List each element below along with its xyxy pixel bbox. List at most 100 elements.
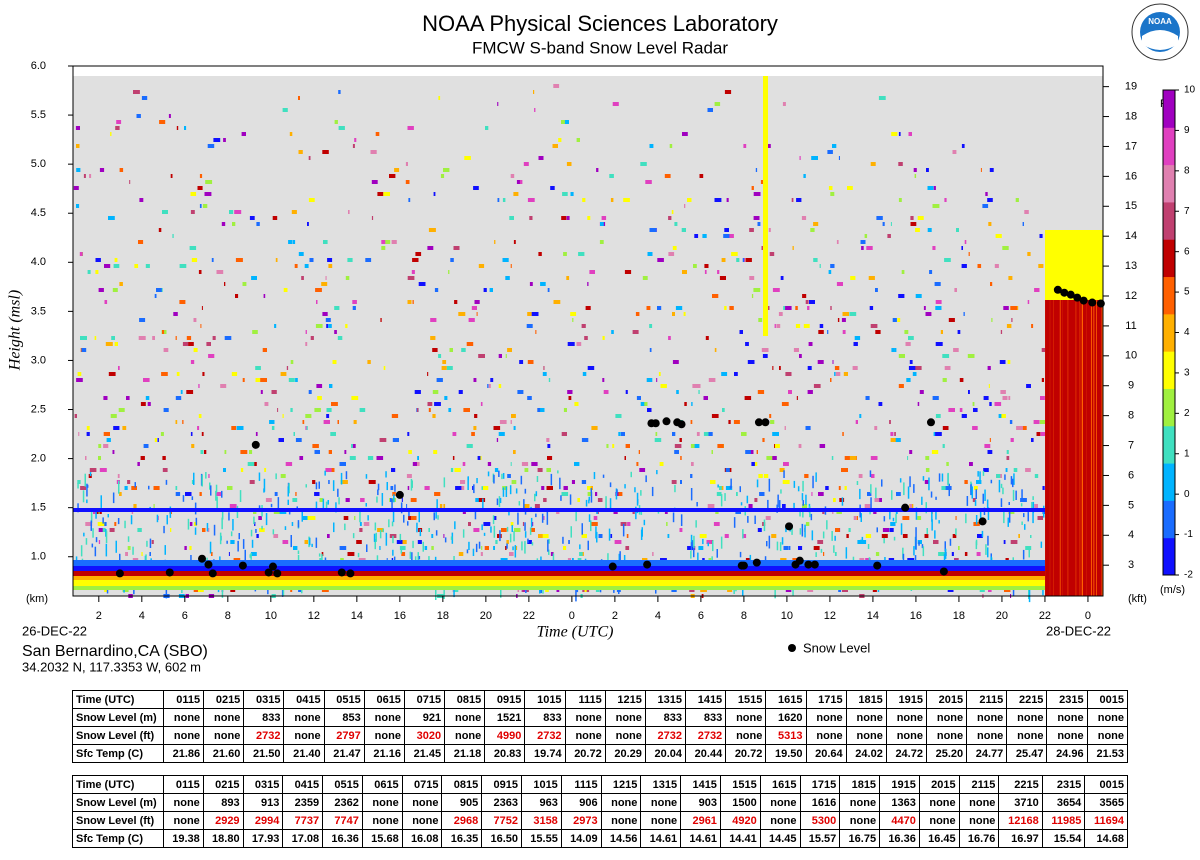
radar-echo xyxy=(197,426,200,430)
radar-echo xyxy=(471,432,475,436)
radar-echo xyxy=(443,477,446,488)
y2-tick-label: 3 xyxy=(1128,559,1134,571)
radar-echo xyxy=(751,462,756,466)
radar-echo xyxy=(444,396,448,400)
radar-echo xyxy=(1006,456,1010,460)
radar-echo xyxy=(647,252,653,256)
radar-echo xyxy=(619,551,621,561)
table-cell: none xyxy=(283,726,325,745)
radar-echo xyxy=(763,76,768,336)
radar-echo xyxy=(290,535,292,548)
radar-echo xyxy=(84,473,86,487)
radar-echo xyxy=(1005,468,1008,472)
radar-echo xyxy=(412,540,414,549)
radar-echo xyxy=(907,486,910,499)
radar-echo xyxy=(739,486,741,493)
radar-echo xyxy=(216,270,224,274)
radar-echo xyxy=(162,468,168,472)
radar-echo xyxy=(1034,288,1040,292)
snow-level-point xyxy=(651,419,660,428)
radar-echo xyxy=(674,444,682,448)
radar-echo xyxy=(982,493,984,504)
radar-echo xyxy=(103,444,109,448)
radar-echo xyxy=(506,543,508,549)
radar-echo xyxy=(864,234,868,238)
radar-echo xyxy=(496,498,499,506)
radar-echo xyxy=(987,198,993,202)
radar-echo xyxy=(807,390,813,394)
radar-band xyxy=(73,580,1045,586)
radar-echo xyxy=(477,456,481,460)
radar-echo xyxy=(974,486,978,490)
radar-echo xyxy=(574,462,580,466)
radar-echo xyxy=(803,174,806,178)
radar-echo xyxy=(325,318,331,322)
table-cell: 14.09 xyxy=(560,829,602,848)
legend-label: Snow Level xyxy=(803,640,870,655)
radar-echo xyxy=(263,488,265,493)
radar-echo xyxy=(756,450,758,454)
radar-echo xyxy=(540,556,542,564)
radar-echo xyxy=(235,258,243,262)
radar-echo xyxy=(674,484,676,493)
radar-echo xyxy=(439,504,443,508)
radar-echo xyxy=(102,522,107,526)
radar-echo xyxy=(1086,300,1089,596)
radar-echo xyxy=(153,486,160,490)
radar-echo xyxy=(657,258,664,262)
radar-echo xyxy=(834,552,837,556)
table-cell: 853 xyxy=(323,708,365,727)
table-cell: 833 xyxy=(524,708,566,727)
radar-echo xyxy=(359,408,366,412)
radar-echo xyxy=(208,474,210,478)
radar-echo xyxy=(768,228,771,232)
radar-echo xyxy=(305,330,307,334)
radar-echo xyxy=(399,546,406,550)
radar-echo xyxy=(561,216,567,220)
radar-echo xyxy=(766,456,773,460)
radar-echo xyxy=(1012,478,1014,488)
radar-echo xyxy=(722,408,725,412)
radar-echo xyxy=(86,483,88,497)
radar-echo xyxy=(856,481,859,485)
radar-echo xyxy=(859,488,861,500)
table-cell: 2115 xyxy=(958,775,1000,794)
y-tick-label: 5.0 xyxy=(31,158,46,170)
radar-echo xyxy=(165,479,168,485)
radar-echo xyxy=(337,336,343,340)
radar-echo xyxy=(680,456,682,460)
radar-echo xyxy=(697,552,699,562)
table-cell: 4990 xyxy=(484,726,526,745)
table-cell: 0615 xyxy=(363,690,405,709)
table-cell: 2961 xyxy=(680,811,721,830)
radar-echo xyxy=(143,444,149,448)
radar-echo xyxy=(1002,487,1004,495)
snow-level-point xyxy=(1096,299,1105,308)
snow-level-point xyxy=(761,418,770,427)
radar-echo xyxy=(1098,300,1100,596)
y-tick-label: 2.5 xyxy=(31,403,46,415)
radar-echo xyxy=(805,300,809,304)
radar-echo xyxy=(87,270,91,274)
radar-echo xyxy=(328,324,332,328)
radar-echo xyxy=(788,546,791,550)
radar-echo xyxy=(717,270,720,274)
radar-echo xyxy=(903,482,905,496)
radar-echo xyxy=(879,498,882,502)
radar-echo xyxy=(191,258,198,262)
radar-echo xyxy=(833,545,835,553)
radar-echo xyxy=(1071,300,1073,596)
radar-echo xyxy=(86,432,90,436)
plot-frame xyxy=(72,65,1104,597)
radar-echo xyxy=(910,222,917,226)
radar-echo xyxy=(424,546,428,550)
radar-echo xyxy=(185,492,192,496)
radar-echo xyxy=(792,246,794,250)
radar-echo xyxy=(240,468,244,472)
radar-echo xyxy=(89,468,97,472)
radar-echo xyxy=(655,432,658,436)
radar-echo xyxy=(609,498,612,511)
y2-tick-label: 9 xyxy=(1128,380,1134,392)
radar-echo xyxy=(776,541,779,551)
radar-echo xyxy=(349,456,356,460)
